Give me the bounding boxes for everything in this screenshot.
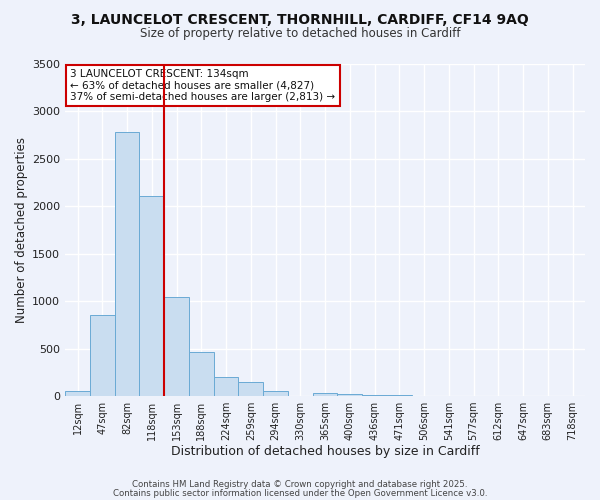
Y-axis label: Number of detached properties: Number of detached properties (15, 137, 28, 323)
Bar (90, 316, 115, 396)
Text: Size of property relative to detached houses in Cardiff: Size of property relative to detached ho… (140, 28, 460, 40)
Bar (313, 393, 337, 396)
Text: 3 LAUNCELOT CRESCENT: 134sqm
← 63% of detached houses are smaller (4,827)
37% of: 3 LAUNCELOT CRESCENT: 134sqm ← 63% of de… (70, 69, 335, 102)
Text: Contains HM Land Registry data © Crown copyright and database right 2025.: Contains HM Land Registry data © Crown c… (132, 480, 468, 489)
Bar (115, 132, 139, 396)
Bar (65, 391, 90, 396)
Bar (337, 394, 362, 396)
Bar (139, 196, 164, 396)
Bar (238, 382, 263, 396)
Bar (362, 395, 387, 396)
Text: 3, LAUNCELOT CRESCENT, THORNHILL, CARDIFF, CF14 9AQ: 3, LAUNCELOT CRESCENT, THORNHILL, CARDIF… (71, 12, 529, 26)
Bar (263, 391, 288, 396)
X-axis label: Distribution of detached houses by size in Cardiff: Distribution of detached houses by size … (171, 444, 479, 458)
Bar (164, 298, 189, 396)
Bar (214, 377, 238, 396)
Bar (189, 352, 214, 396)
Text: Contains public sector information licensed under the Open Government Licence v3: Contains public sector information licen… (113, 489, 487, 498)
